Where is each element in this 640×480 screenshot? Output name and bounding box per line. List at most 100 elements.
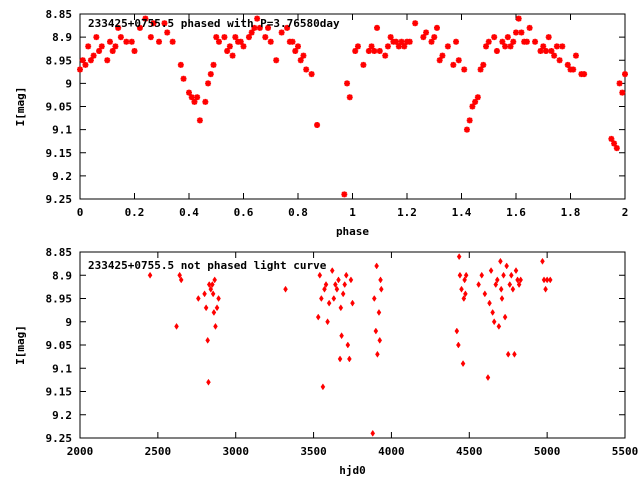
- x-tick-label: 4500: [456, 445, 483, 458]
- data-point: [556, 57, 563, 64]
- data-point: [455, 57, 462, 64]
- data-point: [444, 43, 451, 50]
- data-point: [505, 350, 511, 358]
- data-point: [570, 66, 577, 73]
- data-point: [331, 295, 337, 302]
- data-point: [229, 52, 236, 59]
- data-point: [456, 253, 462, 261]
- y-tick-label: 9.15: [46, 147, 73, 160]
- data-point: [147, 34, 154, 41]
- data-point: [463, 290, 468, 298]
- data-point: [161, 20, 168, 27]
- data-point: [208, 285, 214, 293]
- y-tick-label: 8.9: [52, 269, 72, 282]
- data-point: [518, 276, 523, 284]
- data-point: [336, 276, 341, 284]
- data-point: [382, 52, 389, 59]
- y-tick-label: 8.85: [46, 246, 73, 259]
- y-tick-label: 9: [65, 77, 72, 90]
- data-point: [544, 276, 550, 284]
- y-tick-label: 8.95: [46, 293, 73, 306]
- data-point: [499, 295, 505, 302]
- data-point: [164, 29, 171, 36]
- data-point: [374, 24, 381, 31]
- data-point: [374, 262, 379, 270]
- data-point: [493, 281, 499, 289]
- x-tick-label: 2000: [67, 445, 94, 458]
- data-point: [502, 43, 509, 50]
- data-point: [433, 24, 440, 31]
- data-point: [265, 24, 272, 31]
- data-point: [278, 29, 285, 36]
- data-point: [320, 383, 326, 391]
- data-point: [513, 29, 519, 36]
- data-point: [378, 276, 383, 284]
- data-point: [196, 295, 201, 302]
- data-point: [461, 66, 468, 73]
- data-point: [543, 285, 548, 293]
- data-point: [206, 378, 211, 386]
- data-point: [368, 43, 375, 50]
- data-point: [213, 322, 218, 330]
- data-point: [613, 145, 620, 152]
- data-point: [619, 89, 626, 96]
- data-point: [504, 34, 511, 41]
- data-point: [377, 336, 383, 344]
- data-point: [194, 94, 201, 101]
- data-point: [303, 66, 310, 73]
- data-point: [375, 350, 380, 358]
- y-tick-label: 9.05: [46, 339, 73, 352]
- data-point: [226, 43, 233, 50]
- x-tick-label: 1.8: [561, 206, 581, 219]
- data-point: [156, 38, 163, 45]
- data-point: [300, 52, 307, 59]
- data-point: [346, 94, 353, 101]
- data-point: [477, 66, 484, 73]
- data-point: [515, 276, 520, 284]
- phased-light-curve-panel: 8.85 8.9 8.95 9 9.05 9.1 9.15 9.2 9.25 0 0.2 0.4 0.6…: [14, 8, 628, 238]
- data-point: [395, 43, 402, 50]
- data-point: [123, 38, 130, 45]
- data-point: [504, 262, 509, 270]
- data-point: [474, 94, 481, 101]
- data-point: [128, 38, 135, 45]
- data-point: [548, 48, 555, 54]
- data-point: [210, 281, 215, 289]
- x-tick-label: 3000: [222, 445, 249, 458]
- data-point: [340, 290, 346, 298]
- data-point: [423, 29, 430, 36]
- data-point: [345, 341, 351, 349]
- x-tick-label: 0.2: [125, 206, 145, 219]
- data-point: [115, 24, 122, 31]
- data-point: [283, 285, 288, 293]
- data-point: [406, 38, 413, 45]
- data-point: [96, 48, 103, 54]
- x-tick-label: 0: [77, 206, 84, 219]
- data-point: [482, 290, 488, 298]
- data-point: [371, 295, 377, 302]
- data-point: [532, 38, 539, 45]
- data-point: [196, 117, 203, 124]
- data-point: [480, 61, 487, 68]
- data-point: [205, 80, 212, 87]
- x-tick-label: 4000: [378, 445, 405, 458]
- data-point: [180, 75, 187, 82]
- data-point: [559, 43, 566, 50]
- data-point: [498, 285, 504, 293]
- data-point: [224, 48, 231, 54]
- data-point: [326, 299, 332, 307]
- data-point: [267, 38, 274, 45]
- data-point: [370, 429, 376, 437]
- x-tick-label: 1: [349, 206, 356, 219]
- x-tick-label: 0.4: [179, 206, 199, 219]
- data-point: [547, 276, 553, 284]
- data-point: [348, 276, 354, 284]
- data-point: [214, 304, 220, 312]
- y-tick-label: 9.1: [52, 362, 72, 375]
- data-point: [325, 318, 330, 326]
- y-tick-label: 9.2: [52, 170, 72, 183]
- data-point: [117, 34, 124, 41]
- data-point: [376, 308, 382, 316]
- y-tick-label: 9.1: [52, 124, 72, 137]
